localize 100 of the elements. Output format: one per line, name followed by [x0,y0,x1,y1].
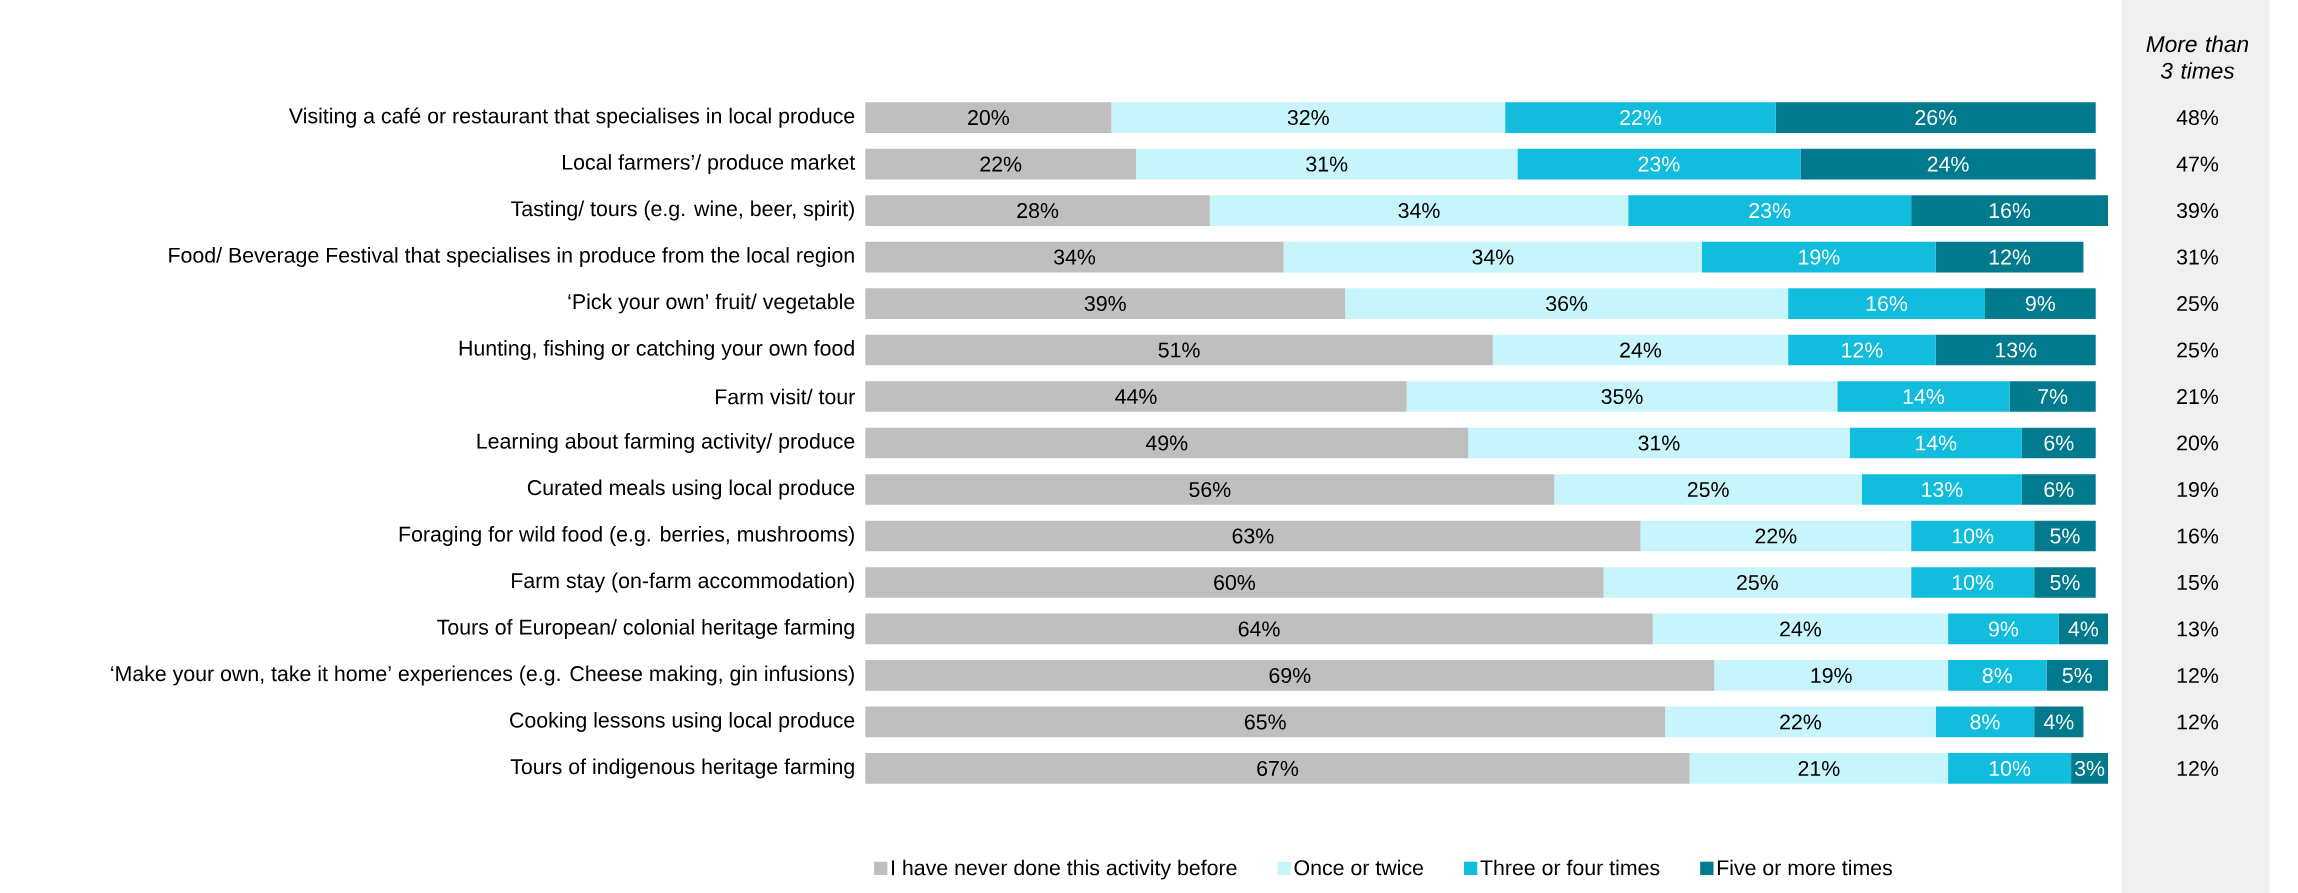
bar [1665,706,1936,738]
legend-label: Once or twice [1294,859,1423,876]
data-label: 22% [1780,714,1822,730]
data-label: 67% [1257,760,1299,776]
data-label: 31% [1306,156,1348,172]
text: 25% [2177,342,2219,358]
text: 47% [2176,156,2219,172]
data-label: 35% [1601,388,1643,405]
data-label: 8% [1982,667,2012,683]
y-tick-label: Learning about farming activity/ produce [477,433,855,453]
bar [1689,753,1949,784]
data-label: 6% [2044,481,2074,498]
bar [865,706,1666,738]
data-label: 10% [1989,760,2031,776]
y-tick-label: Tasting/ tours (e.g. wine, beer, spirit) [511,200,854,221]
bar [2046,660,2109,691]
bar [1935,241,2084,273]
data-label: 32% [1287,110,1329,126]
data-label: 9% [1989,621,2019,637]
y-tick-label: Cooking lessons using local produce [510,712,855,732]
data-label: 19% [1799,249,1840,265]
bar [1948,753,2072,784]
y-tick-label: Farm stay (on-farm accommodation) [512,572,854,593]
data-label: 12% [1989,249,2031,265]
data-label: 49% [1145,435,1188,451]
text: More than 3 times [2146,35,2249,79]
bar [865,474,1555,505]
bar [865,753,1690,784]
y-tick-label: Hunting, fishing or catching your own food [459,340,854,360]
bar [1652,613,1949,645]
bar [1111,102,1506,133]
data-label: 5% [2062,667,2092,683]
data-label: 4% [2043,714,2074,730]
data-label: 44% [1115,389,1157,404]
data-label: 34% [1472,249,1514,265]
bar [1911,195,2109,226]
bar [865,427,1469,459]
data-label: 39% [1084,295,1126,312]
text: 12% [2177,667,2219,683]
text: 48% [2176,110,2219,126]
bar [865,288,1346,319]
text: 12% [2177,714,2219,730]
data-label: 36% [1546,295,1588,312]
bar [2009,381,2096,412]
data-label: 16% [1989,203,2031,219]
data-label: 63% [1232,528,1274,544]
bar [1788,334,1936,366]
data-label: 24% [1780,621,1822,637]
bar [1984,288,2096,319]
bar [865,567,1604,598]
text: 20% [2177,435,2219,451]
bar [1701,241,1936,273]
data-label: 14% [1903,389,1945,404]
bar [1714,660,1949,691]
data-label: 23% [1749,203,1791,219]
text: 12% [2177,760,2219,776]
text: 39% [2176,203,2219,219]
data-label: 26% [1915,110,1957,126]
text: 16% [2177,528,2219,544]
bar [1911,567,2035,598]
data-label: 64% [1238,621,1280,637]
data-label: 69% [1269,667,1311,683]
legend-label: Three or four times [1480,859,1660,876]
bar [1861,474,2022,505]
data-label: 9% [2025,295,2056,312]
bar [1603,567,1912,598]
bar [1788,288,1985,319]
bar [865,241,1284,273]
bar [865,148,1137,180]
data-label: 31% [1638,435,1680,451]
y-tick-label: Tours of indigenous heritage farming [510,758,854,779]
y-tick-label: Visiting a café or restaurant that specialises in local produce [288,107,855,128]
data-label: 24% [1620,342,1662,358]
bar [1468,427,1850,459]
bar [1948,613,2059,645]
bar [1517,148,1801,180]
text: 13% [2177,621,2219,637]
data-label: 10% [1952,528,1994,544]
y-tick-label: Foraging for wild food (e.g. berries, mushrooms) [399,526,854,546]
data-label: 25% [1687,481,1729,498]
data-label: 23% [1638,156,1680,172]
legend-label: I have never done this activity before [892,859,1237,880]
data-label: 16% [1866,295,1908,312]
bar [1406,381,1838,412]
data-label: 13% [1996,342,2037,358]
bar [1640,520,1912,552]
bar [2021,427,2096,459]
data-label: 22% [1620,110,1662,126]
bar [865,520,1641,552]
data-label: 24% [1927,156,1969,172]
bar [1505,102,1776,133]
bar [1948,660,2047,691]
bar [1554,474,1862,505]
data-label: 13% [1922,481,1963,498]
bar [1935,334,2096,366]
text: 21% [2177,389,2219,405]
bar [865,195,1210,226]
legend-label: Five or more times [1717,859,1892,876]
data-label: 5% [2050,528,2080,544]
bar [1345,288,1789,319]
